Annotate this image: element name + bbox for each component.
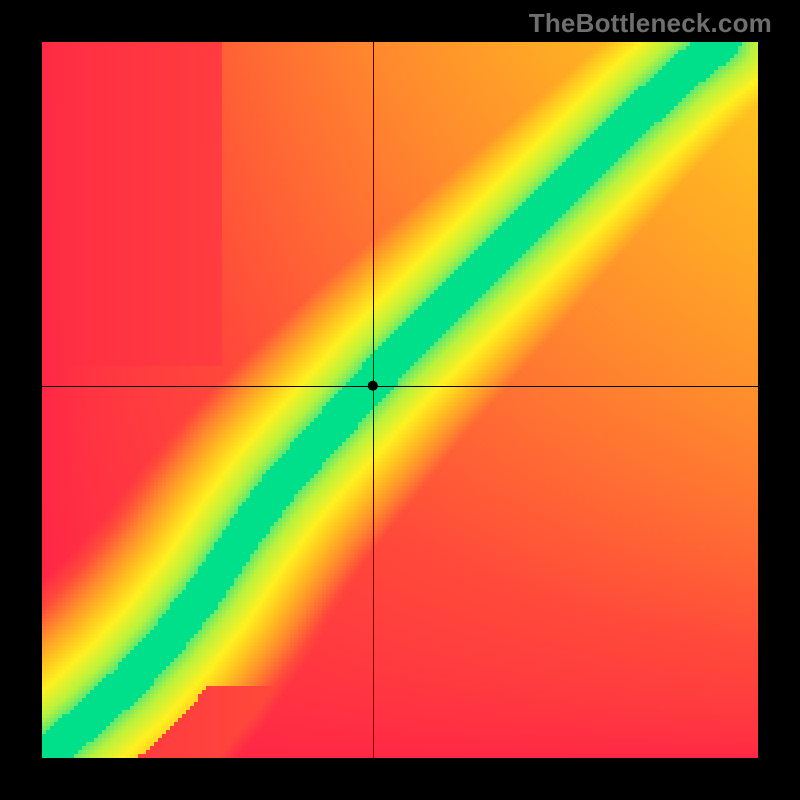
bottleneck-heatmap-canvas (0, 0, 800, 800)
chart-root: { "watermark": { "text": "TheBottleneck.… (0, 0, 800, 800)
